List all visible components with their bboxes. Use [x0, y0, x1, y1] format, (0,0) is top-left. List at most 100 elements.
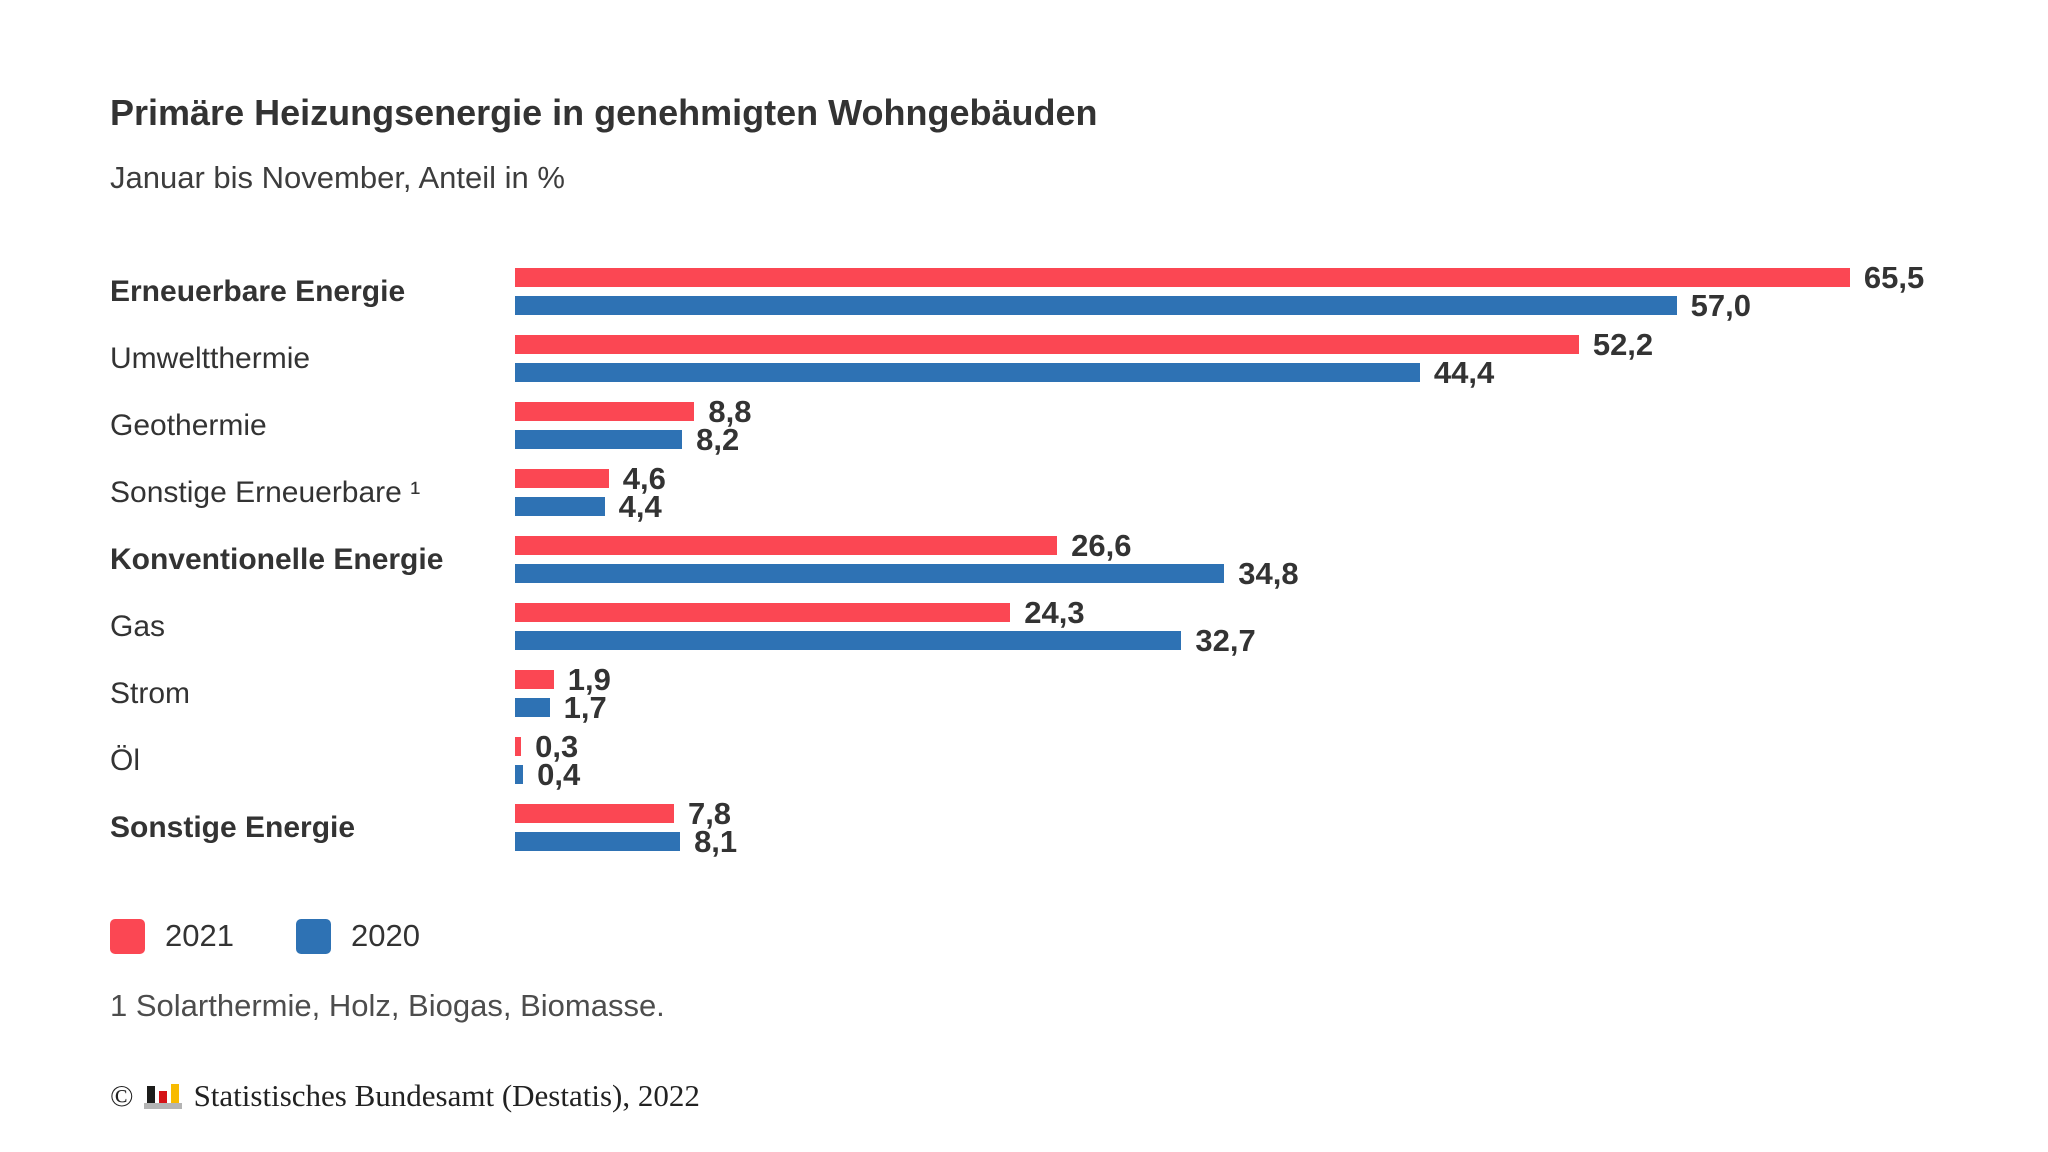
bar-value-2021: 1,9 — [567, 662, 611, 697]
legend-item-2020: 2020 — [295, 918, 420, 954]
logo-bar-gold — [170, 1084, 179, 1103]
bar-line-2020: 57,0 — [515, 288, 2020, 323]
bar-2020 — [515, 363, 1420, 382]
bar-value-2020: 32,7 — [1195, 623, 1256, 658]
chart-row: Gas 24,3 32,7 — [110, 593, 2020, 660]
legend-swatch-2021 — [110, 918, 145, 954]
bar-value-2021: 65,5 — [1863, 260, 1925, 295]
bar-line-2021: 1,9 — [515, 662, 2020, 697]
bar-pair: 0,3 0,4 — [515, 729, 2020, 792]
bar-value-2021: 52,2 — [1592, 327, 1654, 362]
destatis-logo-icon — [143, 1083, 182, 1109]
bar-value-2020: 4,4 — [618, 489, 662, 524]
bar-pair: 4,6 4,4 — [515, 461, 2020, 524]
category-label: Sonstige Energie — [110, 810, 356, 844]
bar-line-2020: 8,2 — [515, 422, 2020, 457]
bar-2020 — [515, 564, 1225, 583]
category-label: Gas — [110, 609, 166, 643]
logo-bar-black — [146, 1086, 155, 1103]
bar-line-2020: 32,7 — [515, 623, 2020, 658]
bar-value-2020: 34,8 — [1238, 556, 1299, 591]
chart-subtitle: Januar bis November, Anteil in % — [110, 160, 565, 195]
bar-pair: 26,6 34,8 — [515, 528, 2020, 591]
bar-pair: 8,8 8,2 — [515, 394, 2020, 457]
chart-row: Strom 1,9 1,7 — [110, 660, 2020, 727]
bar-value-2020: 57,0 — [1690, 288, 1751, 323]
bar-2021 — [515, 804, 674, 823]
chart-row: Konventionelle Energie 26,6 34,8 — [110, 526, 2020, 593]
bar-2020 — [515, 296, 1677, 315]
bar-line-2021: 0,3 — [515, 729, 2020, 764]
bar-line-2021: 4,6 — [515, 461, 2020, 496]
bar-value-2021: 0,3 — [535, 729, 579, 764]
bar-2020 — [515, 631, 1182, 650]
bar-2021 — [515, 603, 1011, 622]
chart-row: Erneuerbare Energie 65,5 57,0 — [110, 258, 2020, 325]
bar-value-2021: 24,3 — [1024, 595, 1085, 630]
bar-value-2020: 8,2 — [696, 422, 740, 457]
chart-row: Sonstige Energie 7,8 8,1 — [110, 794, 2020, 861]
bar-line-2021: 65,5 — [515, 260, 2020, 295]
bar-pair: 65,5 57,0 — [515, 260, 2020, 323]
legend: 2021 2020 — [110, 918, 420, 954]
bar-2020 — [515, 430, 683, 449]
chart-row: Umweltthermie 52,2 44,4 — [110, 325, 2020, 392]
bar-value-2020: 8,1 — [694, 824, 738, 859]
bar-line-2021: 24,3 — [515, 595, 2020, 630]
chart-row: Öl 0,3 0,4 — [110, 727, 2020, 794]
bar-2020 — [515, 832, 681, 851]
bar-pair: 1,9 1,7 — [515, 662, 2020, 725]
legend-label-2021: 2021 — [165, 918, 234, 953]
legend-label-2020: 2020 — [350, 918, 420, 953]
bar-2021 — [515, 737, 522, 756]
bar-2020 — [515, 698, 550, 717]
category-label: Konventionelle Energie — [110, 542, 444, 576]
bar-2020 — [515, 497, 605, 516]
bar-2021 — [515, 402, 695, 421]
bar-line-2020: 4,4 — [515, 489, 2020, 524]
bar-chart: Erneuerbare Energie 65,5 57,0 Umweltther… — [110, 258, 2020, 861]
category-label: Öl — [110, 743, 140, 777]
bar-2021 — [515, 268, 1850, 287]
source-text: Statistisches Bundesamt (Destatis), 2022 — [193, 1078, 700, 1113]
bar-line-2021: 8,8 — [515, 394, 2020, 429]
bar-value-2021: 26,6 — [1071, 528, 1132, 563]
category-label: Umweltthermie — [110, 341, 311, 375]
chart-row: Sonstige Erneuerbare ¹ 4,6 4,4 — [110, 459, 2020, 526]
legend-swatch-2020 — [295, 918, 331, 954]
category-label: Erneuerbare Energie — [110, 274, 406, 308]
source-line: © Statistisches Bundesamt (Destatis), 20… — [110, 1078, 700, 1114]
bar-value-2020: 1,7 — [563, 690, 607, 725]
bar-2021 — [515, 469, 609, 488]
bar-line-2020: 44,4 — [515, 355, 2020, 390]
footnote: 1 Solarthermie, Holz, Biogas, Biomasse. — [110, 988, 665, 1023]
bar-2021 — [515, 536, 1058, 555]
bar-pair: 7,8 8,1 — [515, 796, 2020, 859]
bar-2020 — [515, 765, 524, 784]
bar-value-2021: 8,8 — [708, 394, 752, 429]
bar-line-2020: 0,4 — [515, 757, 2020, 792]
bar-pair: 24,3 32,7 — [515, 595, 2020, 658]
copyright-symbol: © — [110, 1078, 134, 1113]
category-label: Geothermie — [110, 408, 267, 442]
bar-value-2021: 4,6 — [622, 461, 666, 496]
bar-value-2020: 44,4 — [1433, 355, 1495, 390]
bar-pair: 52,2 44,4 — [515, 327, 2020, 390]
bar-line-2020: 34,8 — [515, 556, 2020, 591]
bar-line-2020: 1,7 — [515, 690, 2020, 725]
bar-2021 — [515, 670, 554, 689]
bar-2021 — [515, 335, 1579, 354]
bar-value-2020: 0,4 — [537, 757, 581, 792]
bar-line-2021: 26,6 — [515, 528, 2020, 563]
logo-bar-red — [158, 1091, 167, 1103]
bar-line-2020: 8,1 — [515, 824, 2020, 859]
category-label: Sonstige Erneuerbare ¹ — [110, 475, 421, 509]
bar-line-2021: 7,8 — [515, 796, 2020, 831]
bar-line-2021: 52,2 — [515, 327, 2020, 362]
legend-item-2021: 2021 — [110, 918, 234, 954]
chart-row: Geothermie 8,8 8,2 — [110, 392, 2020, 459]
bar-value-2021: 7,8 — [687, 796, 732, 831]
category-label: Strom — [110, 676, 191, 710]
chart-title: Primäre Heizungsenergie in genehmigten W… — [110, 92, 1098, 133]
